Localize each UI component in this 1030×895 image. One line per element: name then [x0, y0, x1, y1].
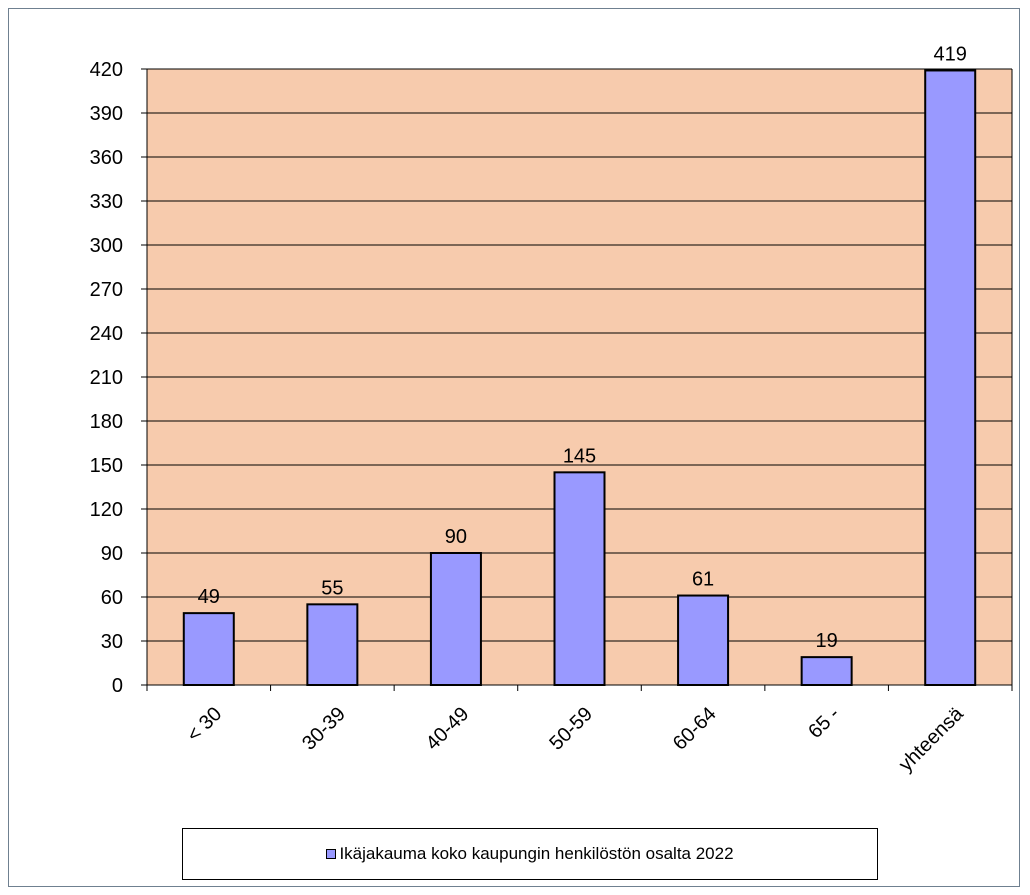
- legend-label: Ikäjakauma koko kaupungin henkilöstön os…: [339, 844, 734, 863]
- x-axis-tick-labels: < 30 30-39 40-49 50-59 60-64 65 - yhteensä: [183, 702, 969, 776]
- y-tick-label: 150: [90, 455, 123, 477]
- bar-0: [182, 612, 235, 687]
- data-label: 90: [445, 526, 467, 548]
- x-tick-label: 60-64: [669, 703, 721, 755]
- x-tick-label: 30-39: [298, 703, 350, 755]
- data-label: 55: [321, 577, 343, 599]
- y-tick-label: 30: [101, 631, 123, 653]
- x-tick-label: 50-59: [545, 703, 597, 755]
- y-tick-label: 300: [90, 235, 123, 257]
- y-tick-label: 390: [90, 103, 123, 125]
- bar-5: [800, 656, 853, 687]
- data-label: 145: [563, 445, 596, 467]
- y-tick-label: 360: [90, 147, 123, 169]
- y-axis-tick-labels: 0 30 60 90 120 150 180 210 240 270 300 330 360 390 420: [90, 59, 123, 697]
- x-tick-label: < 30: [183, 703, 226, 746]
- gridlines: [147, 68, 1012, 642]
- y-tick-label: 240: [90, 323, 123, 345]
- bar-1: [306, 603, 359, 686]
- x-tick-label: 65 -: [804, 703, 844, 743]
- x-tick-label: yhteensä: [895, 702, 969, 776]
- y-tick-label: 420: [90, 59, 123, 81]
- data-labels: 49 55 90 145 61 19 419: [198, 43, 967, 652]
- y-tick-label: 60: [101, 587, 123, 609]
- data-label: 61: [692, 569, 714, 591]
- y-tick-label: 90: [101, 543, 123, 565]
- bar-2: [429, 552, 482, 686]
- bars: [182, 69, 977, 687]
- bar-4: [677, 594, 730, 686]
- y-tick-label: 0: [112, 675, 123, 697]
- y-tick-label: 270: [90, 279, 123, 301]
- data-label: 49: [198, 586, 220, 608]
- legend-swatch: [326, 849, 337, 859]
- bar-3: [553, 471, 606, 687]
- x-tick-label: 40-49: [422, 703, 474, 755]
- bar-6: [924, 69, 977, 686]
- y-tick-label: 330: [90, 191, 123, 213]
- y-tick-label: 210: [90, 367, 123, 389]
- legend: Ikäjakauma koko kaupungin henkilöstön os…: [182, 828, 878, 880]
- data-label: 419: [934, 43, 967, 65]
- data-label: 19: [816, 630, 838, 652]
- y-tick-label: 180: [90, 411, 123, 433]
- axes: [141, 68, 1013, 691]
- y-tick-label: 120: [90, 499, 123, 521]
